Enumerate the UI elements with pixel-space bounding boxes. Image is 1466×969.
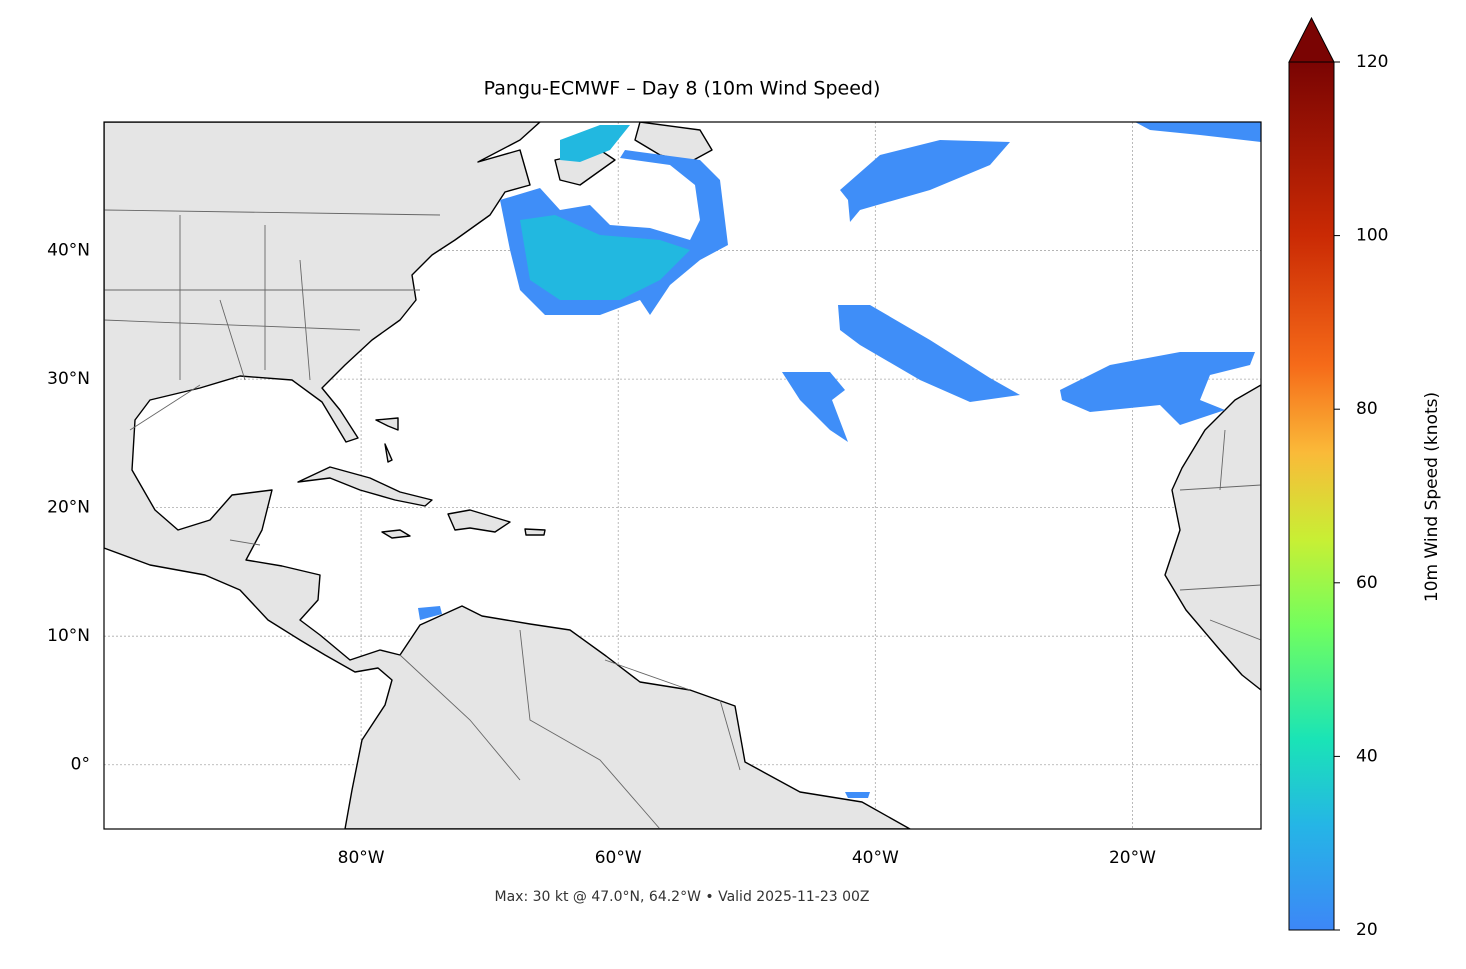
wind-area xyxy=(1135,122,1261,142)
x-tick-label: 80°W xyxy=(338,848,385,868)
americas xyxy=(104,122,911,829)
colorbar-tick-label: 120 xyxy=(1356,52,1388,72)
wind-area xyxy=(782,372,848,442)
y-tick-label: 30°N xyxy=(47,369,90,389)
cuba xyxy=(297,466,433,507)
wind-field xyxy=(418,122,1261,798)
map-title: Pangu-ECMWF – Day 8 (10m Wind Speed) xyxy=(484,78,881,100)
puerto-rico xyxy=(524,528,546,536)
hispaniola xyxy=(447,509,511,533)
x-tick-label: 60°W xyxy=(595,848,642,868)
africa xyxy=(1164,384,1261,691)
land xyxy=(104,122,1261,829)
colorbar-tick-label: 80 xyxy=(1356,399,1378,419)
colorbar-tick-label: 40 xyxy=(1356,746,1378,766)
colorbar-label: 10m Wind Speed (knots) xyxy=(1422,392,1442,602)
colorbar xyxy=(1289,62,1334,930)
borders xyxy=(104,209,1261,829)
map-frame xyxy=(103,121,1262,830)
wind-area xyxy=(1060,352,1255,425)
wind-area xyxy=(840,140,1010,222)
colorbar-extension xyxy=(1288,16,1335,63)
y-tick-label: 10°N xyxy=(47,626,90,646)
y-tick-label: 40°N xyxy=(47,241,90,261)
x-tick-label: 40°W xyxy=(852,848,899,868)
colorbar-frame xyxy=(1288,62,1335,931)
x-tick-label: 20°W xyxy=(1109,848,1156,868)
bahamas xyxy=(375,417,399,463)
map-annotation: Max: 30 kt @ 47.0°N, 64.2°W • Valid 2025… xyxy=(495,889,870,905)
colorbar-tick-label: 60 xyxy=(1356,573,1378,593)
y-tick-label: 20°N xyxy=(47,498,90,518)
wind-area xyxy=(838,305,1020,402)
y-tick-label: 0° xyxy=(71,755,90,775)
wind-core xyxy=(520,125,690,300)
colorbar-tick-label: 20 xyxy=(1356,920,1378,940)
jamaica xyxy=(381,529,411,539)
colorbar-tick-label: 100 xyxy=(1356,226,1388,246)
